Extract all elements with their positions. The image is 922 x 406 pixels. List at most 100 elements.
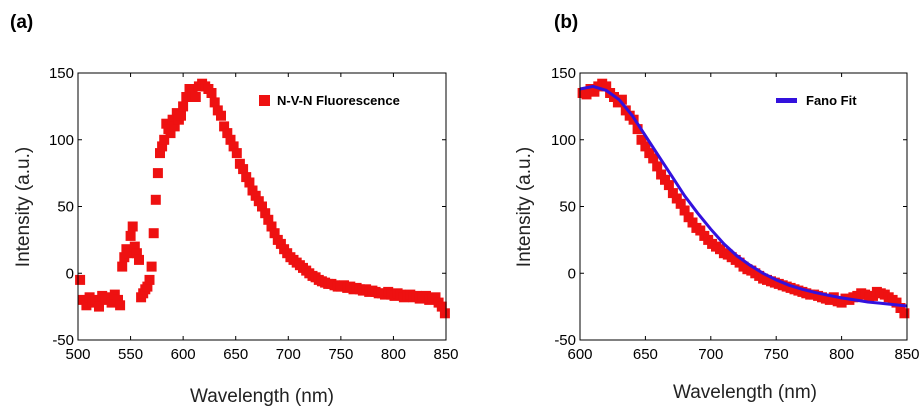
panel-a-data-point: [129, 241, 140, 252]
panel-a-data-point: [430, 292, 441, 303]
panel-a-data-point: [161, 118, 172, 129]
panel-a-data-point: [439, 308, 450, 319]
panel-a-legend-label: N-V-N Fluorescence: [277, 93, 400, 108]
panel-a-data-point: [247, 185, 258, 196]
panel-a-data-point: [103, 292, 114, 303]
panel-b-y-axis-label: Intensity (a.u.): [514, 147, 535, 267]
panel-b-data-point: [581, 89, 592, 100]
panel-a-data-point: [125, 230, 136, 241]
panel-a-data-point: [155, 148, 165, 159]
panel-a-data-point: [263, 214, 274, 225]
panel-a: (a) 500 550 600 650 700 750 800 850 -50 0 50 100 150…: [10, 12, 459, 406]
panel-b-x-tick-label: 850: [894, 346, 919, 363]
panel-b-plot-area: 600 650 700 750 800 850 -50 0 50 100 150: [551, 65, 920, 363]
panel-a-y-tick-label: 0: [66, 265, 74, 282]
panel-b-data-point: [652, 161, 663, 172]
panel-b-data-point: [687, 217, 698, 228]
panel-a-data-point: [81, 300, 92, 311]
panel-b-data-point: [601, 81, 612, 92]
panel-a-data-point: [84, 292, 95, 303]
panel-a-data-point: [169, 121, 180, 132]
panel-a-data-point: [231, 148, 242, 159]
panel-b-x-tick-label: 750: [764, 346, 789, 363]
panel-a-data-point: [167, 114, 178, 125]
panel-a-data-point: [238, 164, 249, 175]
panel-b-legend-line: [776, 98, 797, 103]
panel-a-data-point: [78, 294, 89, 305]
panel-b-y-tick-label: 0: [568, 265, 576, 282]
panel-b-data-point: [663, 180, 674, 191]
panel-b-data-point: [636, 134, 647, 145]
panel-b-data-point: [671, 193, 682, 204]
panel-a-data-point: [228, 141, 239, 152]
panel-a-data-point: [90, 294, 101, 305]
panel-b-data-point: [695, 225, 706, 236]
panel-b-data-point: [656, 169, 667, 180]
panel-b-x-axis-label: Wavelength (nm): [673, 382, 817, 403]
panel-a-data-point: [117, 261, 128, 272]
panel-b-y-tick-label: 150: [551, 65, 576, 82]
panel-a-x-tick-label: 700: [276, 346, 301, 363]
panel-a-x-tick-label: 500: [65, 346, 90, 363]
panel-b-data-point: [679, 205, 690, 216]
panel-b-data-point: [640, 141, 651, 152]
panel-a-data-point: [113, 294, 123, 305]
panel-a-data-point: [436, 301, 447, 312]
panel-a-data-point: [157, 141, 168, 152]
panel-a-data-point: [109, 289, 120, 300]
panel-a-data-point: [176, 110, 186, 121]
panel-a-y-axis-label: Intensity (a.u.): [13, 147, 34, 267]
panel-b-x-tick-label: 800: [829, 346, 854, 363]
panel-b-legend-label: Fano Fit: [806, 93, 857, 108]
panel-b-data-point: [648, 153, 659, 164]
panel-a-data-point: [212, 105, 223, 116]
panel-b-data-point: [616, 94, 627, 105]
panel-a-data-point: [75, 274, 86, 285]
panel-b-data-point: [644, 148, 655, 159]
panel-a-data-point: [225, 134, 236, 145]
panel-a-y-tick-label: 50: [57, 199, 74, 216]
panel-b-data-point: [660, 174, 670, 185]
panel-a-data-point: [222, 128, 233, 139]
panel-b-data-point: [589, 86, 600, 97]
panel-b-data-point: [675, 198, 686, 209]
panel-a-data-point: [219, 121, 230, 132]
panel-a-data-point: [148, 228, 159, 239]
panel-b-x-tick-label: 600: [567, 346, 592, 363]
panel-a-x-axis-label: Wavelength (nm): [190, 386, 334, 406]
panel-a-legend: N-V-N Fluorescence: [259, 93, 400, 108]
panel-a-data-point: [159, 134, 170, 145]
panel-a-data-point: [134, 254, 144, 265]
panel-b-data-point: [683, 212, 694, 223]
panel-a-y-tick-label: 150: [49, 65, 74, 82]
panel-a-axes-frame: [77, 72, 447, 341]
panel-a-data-point: [131, 248, 142, 259]
panel-a-data-point: [206, 88, 217, 98]
panel-b-y-tick-label: 100: [551, 132, 576, 149]
panel-a-data-point: [150, 194, 161, 205]
panel-a-data-point: [260, 208, 271, 219]
panel-b-data-point: [899, 308, 910, 319]
panel-b-data-point: [891, 297, 902, 308]
panel-b-data-point: [667, 188, 678, 199]
panel-a-data-point: [94, 301, 104, 312]
panel-b-x-tick-label: 700: [698, 346, 723, 363]
panel-a-x-tick-label: 750: [328, 346, 353, 363]
panel-b-x-tick-label: 650: [633, 346, 658, 363]
panel-a-legend-marker: [259, 95, 270, 106]
panel-a-data-point: [115, 300, 126, 311]
panel-b-label: (b): [554, 12, 578, 33]
panel-b-data-point: [895, 303, 906, 313]
panel-a-data-point: [209, 97, 220, 108]
panel-a-x-tick-label: 850: [433, 346, 458, 363]
panel-a-data-point: [234, 158, 245, 169]
panel-a-data-point: [190, 92, 201, 102]
panel-a-data-point: [250, 190, 261, 201]
panel-a-y-tick-label: 100: [49, 132, 74, 149]
panel-a-data-point: [178, 101, 189, 112]
panel-b-fit-line: [579, 84, 908, 308]
panel-b-y-tick-label: 50: [559, 199, 576, 216]
panel-b-data-point: [632, 124, 643, 135]
panel-a-plot-area: 500 550 600 650 700 750 800 850 -50 0 50 100 150: [49, 65, 459, 363]
panel-a-data-point: [241, 172, 252, 183]
